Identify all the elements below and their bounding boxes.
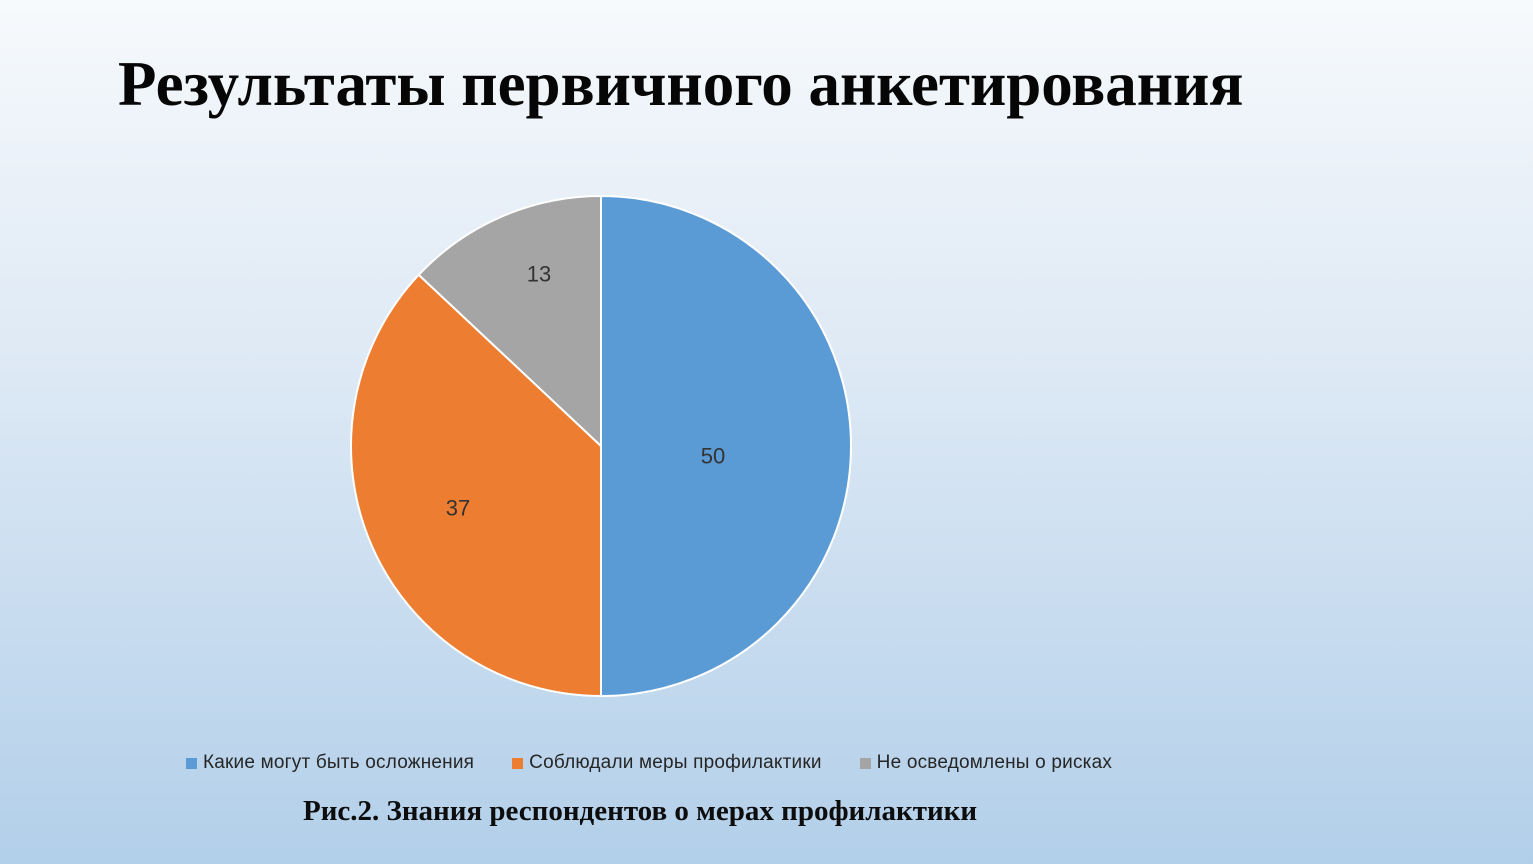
- pie-chart: 50 37 13: [341, 186, 861, 706]
- pie-data-label-0: 50: [701, 444, 725, 469]
- pie-slices: [350, 195, 852, 697]
- legend-item-0: Какие могут быть осложнения: [186, 752, 474, 774]
- pie-data-label-1: 37: [446, 496, 470, 521]
- legend-marker-square: [512, 757, 524, 769]
- legend-marker-square: [186, 757, 197, 769]
- legend-item-2: Не осведомлены о рисках: [859, 752, 1113, 774]
- figure-caption: Рис.2. Знания респондентов о мерах профи…: [303, 795, 978, 827]
- legend-item-label: Не осведомлены о рисках: [876, 752, 1113, 773]
- pie-slice-0: [600, 195, 852, 697]
- pie-slice-2: [417, 195, 602, 447]
- legend-item-label: Какие могут быть осложнения: [203, 752, 475, 773]
- legend-item-label: Соблюдали меры профилактики: [529, 752, 822, 773]
- pie-data-label-2: 13: [527, 262, 551, 287]
- legend-marker-square: [859, 757, 871, 769]
- pie-chart-svg: 50 37 13: [350, 195, 852, 697]
- pie-data-labels: 50 37 13: [446, 262, 725, 521]
- legend-item-1: Соблюдали меры профилактики: [512, 752, 822, 774]
- pie-slice-1: [350, 273, 602, 697]
- chart-legend: Какие могут быть осложнения Соблюдали ме…: [186, 752, 1112, 774]
- slide-title: Результаты первичного анкетирования: [118, 49, 1244, 119]
